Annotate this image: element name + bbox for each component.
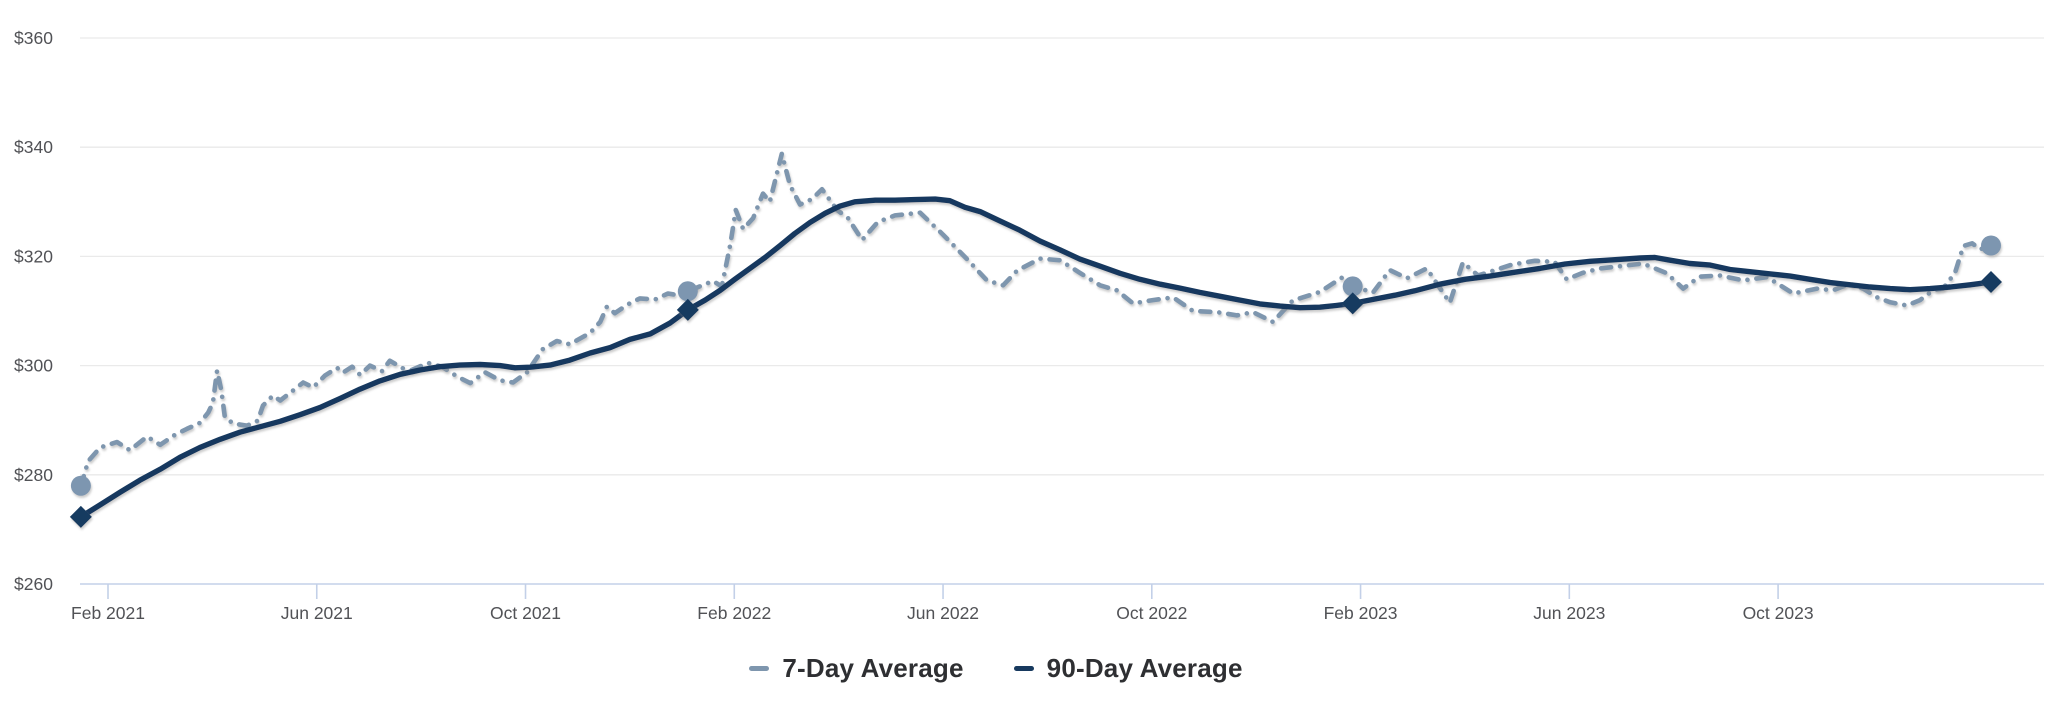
- y-axis-tick-label: $320: [14, 246, 53, 266]
- x-axis-tick-label: Jun 2021: [281, 603, 353, 623]
- marker-diamond-90-day: [69, 505, 92, 528]
- y-axis-tick-label: $260: [14, 574, 53, 594]
- legend-swatch-7-day-icon: [749, 665, 770, 671]
- marker-circle-7-day: [677, 281, 698, 302]
- x-axis-tick-label: Jun 2023: [1533, 603, 1605, 623]
- y-axis-tick-label: $340: [14, 137, 53, 157]
- marker-circle-7-day: [1342, 276, 1363, 297]
- y-axis-labels: $260 $280 $300 $320 $340 $360: [14, 28, 53, 594]
- y-axis-tick-label: $300: [14, 356, 53, 376]
- x-axis-tick-label: Feb 2022: [697, 603, 771, 623]
- gridlines: [80, 37, 2044, 599]
- marker-diamond-90-day: [1341, 292, 1364, 315]
- x-axis-tick-label: Oct 2021: [490, 603, 561, 623]
- x-axis-tick-label: Feb 2021: [71, 603, 145, 623]
- x-axis-tick-label: Feb 2023: [1324, 603, 1398, 623]
- marker-diamond-90-day: [1980, 271, 2003, 294]
- y-axis-tick-label: $280: [14, 465, 53, 485]
- chart-legend: 7-Day Average 90-Day Average: [0, 649, 1992, 687]
- legend-label-90-day: 90-Day Average: [1046, 652, 1243, 683]
- series-markers: [69, 235, 2003, 528]
- x-axis-tick-label: Jun 2022: [907, 603, 979, 623]
- x-axis-tick-label: Oct 2022: [1116, 603, 1187, 623]
- x-axis-tick-label: Oct 2023: [1743, 603, 1814, 623]
- series-line-90-day: [78, 196, 1994, 520]
- x-axis-labels: Feb 2021 Jun 2021 Oct 2021 Feb 2022 Jun 2022…: [71, 603, 1814, 623]
- marker-circle-7-day: [70, 475, 91, 496]
- legend-item-90-day-average[interactable]: 90-Day Average: [1013, 652, 1243, 684]
- marker-diamond-90-day: [676, 298, 699, 321]
- legend-swatch-90-day-icon: [1013, 665, 1034, 671]
- legend-item-7-day-average[interactable]: 7-Day Average: [749, 653, 963, 684]
- series-lines: [78, 151, 1994, 520]
- series-line-7-day: [78, 151, 1994, 488]
- marker-circle-7-day: [1981, 235, 2001, 256]
- y-axis-tick-label: $360: [14, 28, 53, 48]
- legend-label-7-day: 7-Day Average: [782, 652, 964, 683]
